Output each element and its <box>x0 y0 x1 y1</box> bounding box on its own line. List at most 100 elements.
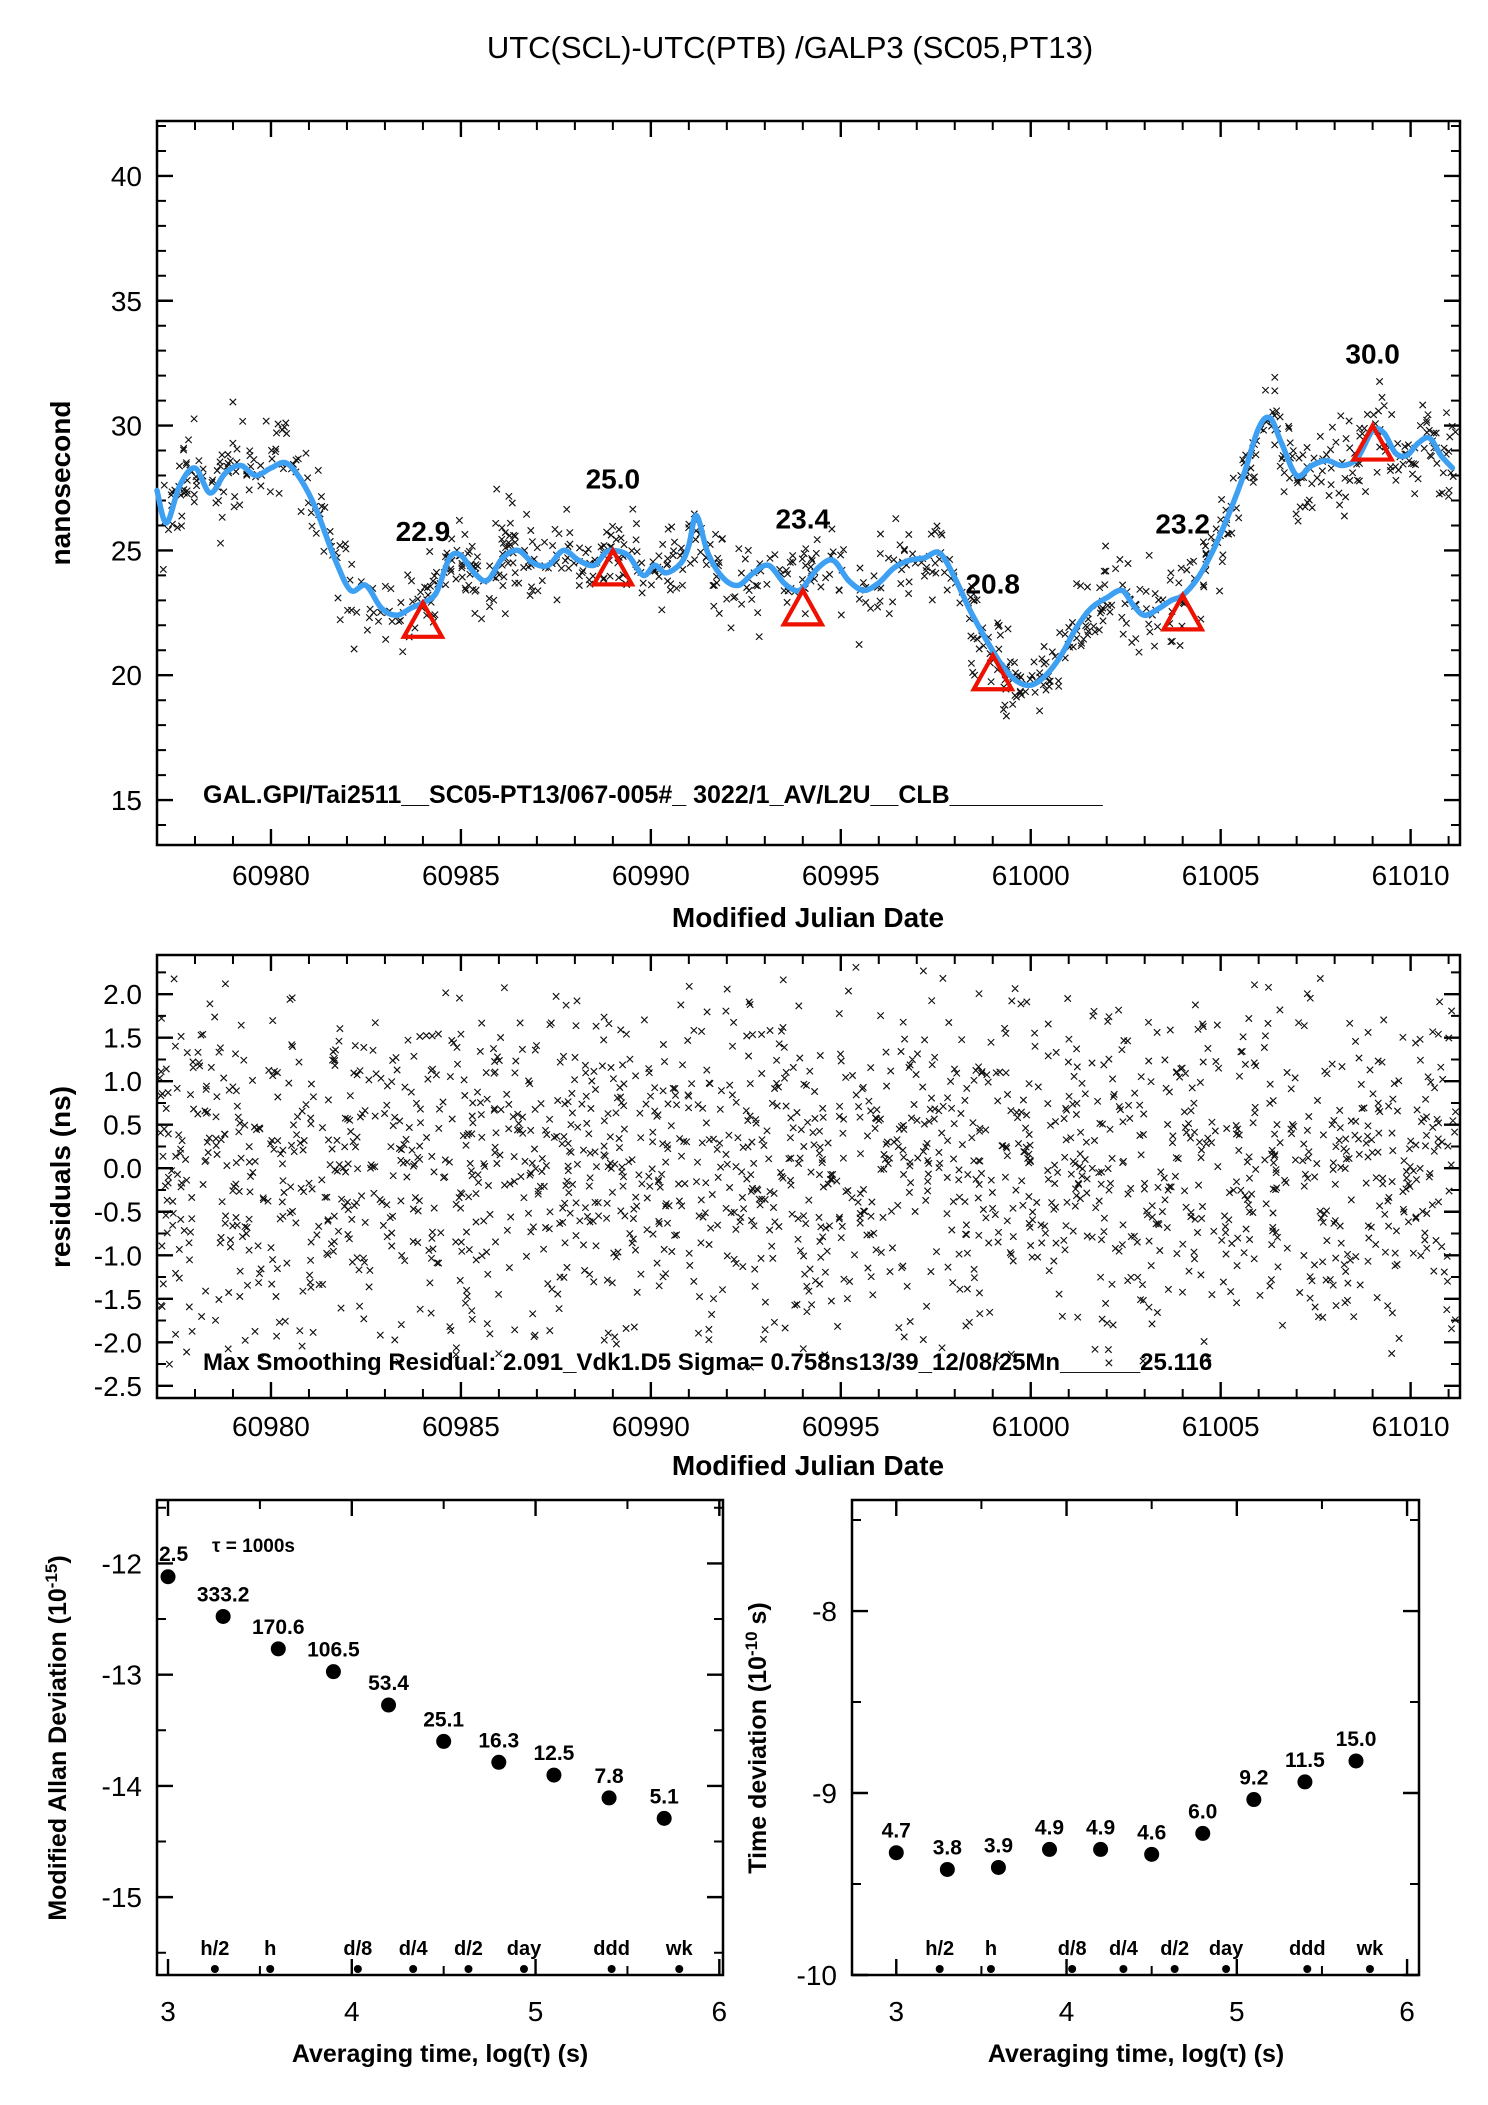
time-mark-label: day <box>507 1938 542 1960</box>
deviation-value-label: 53.4 <box>368 1672 409 1695</box>
time-mark-dot <box>1170 1965 1179 1973</box>
tdev-y-tick-label: -10 <box>797 1960 837 1991</box>
residuals-x-tick-label: 61000 <box>992 1411 1070 1442</box>
time-mark-label: d/8 <box>1058 1938 1087 1960</box>
deviation-value-label: 4.9 <box>1035 1816 1064 1839</box>
residuals-y-tick-label: 0.0 <box>103 1153 142 1184</box>
residuals-x-tick-label: 60985 <box>422 1411 500 1442</box>
deviation-value-label: 7.8 <box>594 1765 624 1788</box>
calibration-value-label: 23.4 <box>776 503 831 534</box>
calibration-value-label: 30.0 <box>1345 339 1400 370</box>
deviation-value-label: 11.5 <box>1285 1749 1325 1772</box>
mdev-x-tick-label: 6 <box>712 1996 728 2027</box>
tdev-x-axis-title: Averaging time, log(τ) (s) <box>988 2040 1284 2068</box>
deviation-value-label: 2.5 <box>159 1543 189 1566</box>
phase-x-tick-label: 60990 <box>612 860 690 891</box>
time-mark-dot <box>519 1965 528 1973</box>
residuals-y-tick-label: -2.0 <box>94 1327 142 1358</box>
time-mark-label: h/2 <box>925 1938 954 1960</box>
deviation-value-label: 4.7 <box>882 1820 911 1843</box>
phase-annotation: GAL.GPI/Tai2511__SC05-PT13/067-005#_ 302… <box>203 781 1104 809</box>
time-mark-label: ddd <box>1289 1938 1326 1960</box>
figure-title: UTC(SCL)-UTC(PTB) /GALP3 (SC05,PT13) <box>487 30 1093 65</box>
deviation-value-label: 12.5 <box>533 1742 574 1765</box>
deviation-point <box>656 1810 672 1826</box>
major-ticks <box>852 1500 1419 1977</box>
deviation-point <box>1144 1846 1160 1862</box>
deviation-value-label: 16.3 <box>478 1729 519 1752</box>
phase-x-axis-title: Modified Julian Date <box>672 902 944 933</box>
time-mark-dot <box>1222 1965 1231 1973</box>
residuals-y-tick-label: -0.5 <box>94 1197 142 1228</box>
time-mark-label: d/4 <box>399 1938 429 1960</box>
axes-frame <box>155 1498 725 1977</box>
time-mark-dot <box>1365 1965 1374 1973</box>
mdev-x-axis-title: Averaging time, log(τ) (s) <box>292 2040 588 2068</box>
deviation-point <box>270 1641 286 1657</box>
major-ticks <box>157 955 1460 1398</box>
time-mark-dot <box>607 1965 616 1973</box>
time-mark-dot <box>464 1965 473 1973</box>
minor-ticks <box>156 121 1460 845</box>
time-mark-label: h/2 <box>200 1938 229 1960</box>
phase-x-tick-label: 60985 <box>422 860 500 891</box>
time-deviation-plot: 3 4 5 6 -8 -9 -10 4.7 3.8 3.9 4.9 4.9 4.6 6.0 9.2 11.5 1… <box>797 1498 1421 2027</box>
mdev-x-tick-label: 4 <box>344 1996 360 2027</box>
calibration-triangle <box>1160 591 1206 632</box>
time-mark-dot <box>1119 1965 1128 1973</box>
time-mark-label: wk <box>665 1938 694 1960</box>
time-mark-label: ddd <box>593 1938 630 1960</box>
deviation-point <box>491 1754 507 1770</box>
deviation-value-label: 15.0 <box>1336 1728 1377 1751</box>
mdev-y-axis-title: Modified Allan Deviation (10-15) <box>42 1555 72 1920</box>
deviation-value-label: 4.6 <box>1137 1821 1166 1844</box>
calibration-value-label: 25.0 <box>586 463 641 494</box>
phase-x-tick-label: 60980 <box>232 860 310 891</box>
mdev-x-tick-label: 3 <box>160 1996 176 2027</box>
deviation-value-label: 3.8 <box>933 1836 963 1859</box>
residuals-x-tick-label: 61005 <box>1182 1411 1260 1442</box>
calibration-triangle <box>590 546 636 587</box>
phase-y-tick-label: 35 <box>111 286 142 317</box>
phase-x-tick-label: 61000 <box>992 860 1070 891</box>
deviation-value-label: 9.2 <box>1239 1767 1268 1790</box>
deviation-point <box>160 1569 176 1585</box>
smoothed-line <box>154 414 1456 689</box>
phase-y-tick-label: 15 <box>111 785 142 816</box>
deviation-value-label: 170.6 <box>252 1616 305 1639</box>
residuals-x-tick-label: 60990 <box>612 1411 690 1442</box>
calibration-triangle <box>780 586 826 627</box>
residuals-annotation: Max Smoothing Residual: 2.091_Vdk1.D5 Si… <box>203 1349 1212 1376</box>
deviation-value-label: 25.1 <box>423 1708 464 1731</box>
deviation-value-label: 4.9 <box>1086 1816 1115 1839</box>
time-mark-label: d/2 <box>454 1938 483 1960</box>
deviation-point <box>990 1859 1006 1875</box>
calibration-value-label: 23.2 <box>1155 508 1210 539</box>
deviation-point <box>436 1733 452 1749</box>
deviation-point <box>1093 1841 1109 1857</box>
deviation-point <box>1195 1825 1211 1841</box>
time-mark-label: d/2 <box>1160 1938 1189 1960</box>
axes-frame <box>155 119 1462 847</box>
time-mark-label: d/8 <box>343 1938 372 1960</box>
residuals-x-tick-label: 61010 <box>1372 1411 1450 1442</box>
deviation-point <box>888 1845 904 1861</box>
tdev-x-tick-label: 5 <box>1229 1996 1245 2027</box>
time-mark-dot <box>986 1965 995 1973</box>
deviation-point <box>939 1861 955 1877</box>
time-mark-label: wk <box>1356 1938 1385 1960</box>
tdev-x-tick-label: 4 <box>1059 1996 1075 2027</box>
residuals-y-tick-label: 0.5 <box>103 1110 142 1141</box>
time-mark-dot <box>935 1965 944 1973</box>
deviation-point <box>325 1664 341 1680</box>
residuals-x-axis-title: Modified Julian Date <box>672 1450 944 1481</box>
mdev-tau-annotation: τ = 1000s <box>212 1536 295 1557</box>
tdev-y-tick-label: -8 <box>812 1596 837 1627</box>
deviation-value-label: 6.0 <box>1188 1800 1217 1823</box>
deviation-point <box>1042 1841 1058 1857</box>
tdev-x-tick-label: 3 <box>888 1996 904 2027</box>
axes-frame <box>155 953 1462 1400</box>
